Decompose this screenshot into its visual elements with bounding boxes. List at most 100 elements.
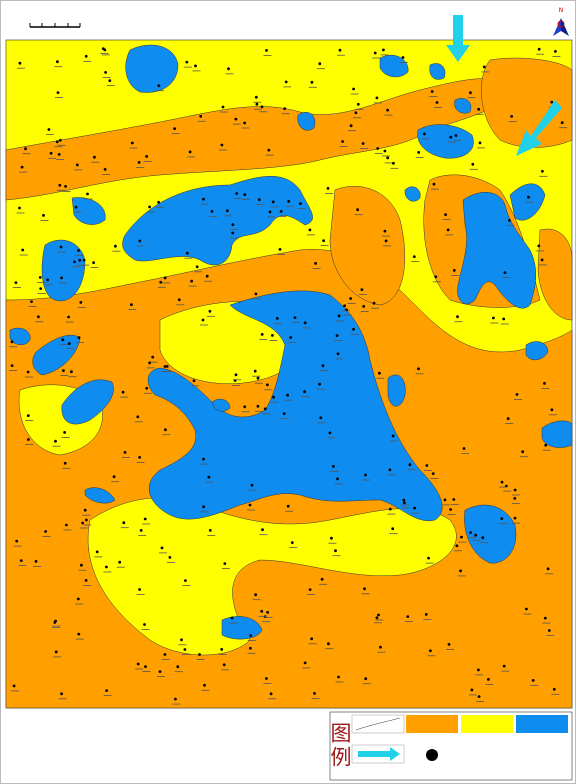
well — [361, 288, 364, 291]
well — [206, 275, 209, 278]
well — [55, 651, 58, 654]
well — [54, 440, 57, 443]
well — [64, 185, 67, 188]
well — [541, 170, 544, 173]
well — [501, 481, 504, 484]
well — [164, 653, 167, 656]
well — [231, 232, 234, 235]
legend: 图例 — [328, 712, 572, 780]
well — [138, 456, 141, 459]
well — [310, 637, 313, 640]
well — [321, 578, 324, 581]
well — [223, 663, 226, 666]
well — [222, 106, 225, 109]
well — [27, 414, 30, 417]
well — [223, 562, 226, 565]
well — [65, 524, 68, 527]
well — [449, 136, 452, 139]
well — [444, 213, 447, 216]
well — [409, 463, 412, 466]
well — [39, 287, 42, 290]
well — [362, 305, 365, 308]
well — [456, 544, 459, 547]
well — [144, 518, 147, 521]
well — [379, 646, 382, 649]
well — [436, 101, 439, 104]
well — [176, 665, 179, 668]
well — [231, 617, 234, 620]
well — [15, 281, 18, 284]
well — [376, 616, 379, 619]
well — [386, 109, 389, 112]
well — [27, 438, 30, 441]
map-area — [6, 15, 572, 708]
well — [327, 642, 330, 645]
well — [318, 383, 321, 386]
well — [85, 579, 88, 582]
well — [235, 118, 238, 121]
well — [15, 540, 18, 543]
well — [59, 139, 62, 142]
well — [413, 255, 416, 258]
well — [256, 103, 259, 106]
well — [502, 318, 505, 321]
well — [364, 474, 367, 477]
well — [235, 373, 238, 376]
well — [11, 364, 14, 367]
well — [42, 214, 45, 217]
well — [202, 319, 205, 322]
well — [184, 648, 187, 651]
well — [130, 303, 133, 306]
well — [255, 293, 258, 296]
well — [60, 246, 63, 249]
well — [433, 183, 436, 186]
well — [151, 356, 154, 359]
well — [193, 379, 196, 382]
well — [481, 536, 484, 539]
well — [258, 198, 261, 201]
well — [64, 462, 67, 465]
well — [254, 370, 257, 373]
well — [78, 336, 81, 339]
well — [478, 695, 481, 698]
well — [73, 261, 76, 264]
well — [286, 394, 289, 397]
well — [50, 152, 53, 155]
well — [303, 390, 306, 393]
well — [158, 84, 161, 87]
well — [261, 528, 264, 531]
well — [78, 259, 81, 262]
well — [227, 67, 230, 70]
well — [477, 669, 480, 672]
well — [173, 127, 176, 130]
well — [355, 111, 358, 114]
well — [68, 342, 71, 345]
well — [448, 643, 451, 646]
well — [406, 615, 409, 618]
well — [138, 588, 141, 591]
well — [460, 536, 463, 539]
well — [289, 336, 292, 339]
well — [287, 505, 290, 508]
well — [527, 196, 530, 199]
well — [532, 679, 535, 682]
well — [356, 208, 359, 211]
well — [376, 147, 379, 150]
well — [257, 377, 260, 380]
well — [538, 48, 541, 51]
well — [189, 151, 192, 154]
well — [285, 81, 288, 84]
well — [453, 269, 456, 272]
well — [432, 472, 435, 475]
well — [322, 364, 325, 367]
well — [260, 610, 263, 613]
well — [364, 677, 367, 680]
well — [492, 317, 495, 320]
well — [159, 670, 162, 673]
well — [337, 352, 340, 355]
well — [425, 464, 428, 467]
well — [319, 416, 322, 419]
well — [444, 499, 447, 502]
well — [194, 65, 197, 68]
well — [487, 678, 490, 681]
